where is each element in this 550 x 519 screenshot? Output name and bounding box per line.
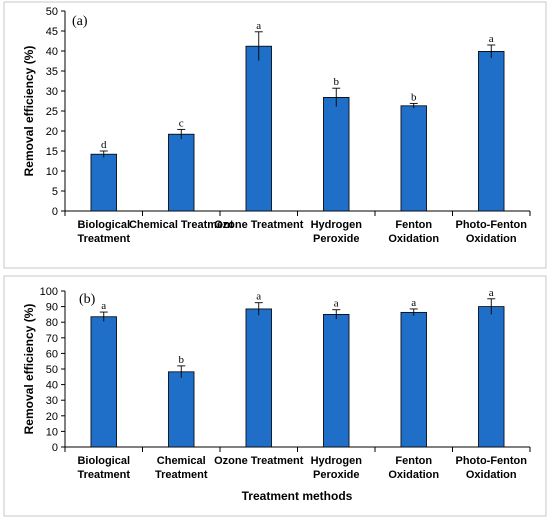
bar-b-2 [168, 371, 195, 448]
x-category-label: Ozone Treatment [214, 219, 304, 231]
x-category-label: Peroxide [313, 233, 359, 245]
panel-a: 0 5 10 15 20 25 30 35 40 45 50 Removal efficiency (… [22, 6, 531, 245]
significance-label: a [489, 287, 494, 299]
bar-b-6 [478, 306, 505, 448]
y-tick-label: 60 [46, 348, 58, 360]
y-tick-label: 20 [46, 411, 58, 423]
x-category-label: Oxidation [388, 233, 439, 245]
x-category-label: Chemical [157, 455, 206, 467]
bar-a-5 [400, 105, 427, 212]
significance-label: a [334, 298, 339, 310]
y-tick-label: 50 [46, 6, 58, 18]
significance-label: b [411, 91, 417, 103]
y-tick-label: 35 [46, 66, 58, 78]
x-category-label: Fenton [395, 455, 432, 467]
y-tick-label: 20 [46, 126, 58, 138]
significance-label: c [179, 117, 184, 129]
y-tick-label: 100 [40, 286, 58, 298]
significance-label: b [334, 76, 340, 88]
bar-a-6 [478, 51, 505, 212]
y-tick-label: 0 [52, 442, 58, 454]
x-category-label: Biological [77, 455, 130, 467]
x-category-label: Oxidation [466, 469, 517, 481]
significance-label: a [256, 291, 261, 303]
y-tick-label: 0 [52, 206, 58, 218]
significance-label: a [489, 33, 494, 45]
x-axis-title: Treatment methods [242, 489, 353, 503]
bar-a-4 [323, 97, 350, 212]
x-category-label: Biological [77, 219, 130, 231]
significance-label: a [101, 300, 106, 312]
x-category-label: Photo-Fenton [456, 219, 528, 231]
bar-b-4 [323, 313, 350, 448]
x-category-label: Ozone Treatment [214, 455, 304, 467]
panel-b: 0 10 20 30 40 50 60 70 80 90 100 Removal efficiency… [22, 286, 531, 481]
y-tick-label: 40 [46, 46, 58, 58]
y-tick-label: 90 [46, 302, 58, 314]
x-category-label: Treatment [155, 469, 208, 481]
x-category-label: Peroxide [313, 469, 359, 481]
bar-a-2 [168, 133, 195, 212]
x-category-label: Fenton [395, 219, 432, 231]
bar-b-3 [245, 308, 272, 448]
y-tick-label: 10 [46, 166, 58, 178]
y-tick-label: 30 [46, 86, 58, 98]
significance-label: d [101, 139, 107, 151]
x-category-label: Treatment [77, 233, 130, 245]
y-tick-label: 80 [46, 317, 58, 329]
x-category-label: Hydrogen [311, 455, 363, 467]
y-tick-label: 40 [46, 380, 58, 392]
bar-b-1 [90, 316, 117, 448]
panel-a-frame [3, 1, 547, 269]
y-tick-label: 5 [52, 186, 58, 198]
y-tick-label: 15 [46, 146, 58, 158]
y-axis-title: Removal efficiency (%) [22, 46, 36, 177]
x-category-label: Oxidation [388, 469, 439, 481]
significance-label: b [179, 354, 185, 366]
panel-label: (a) [72, 14, 88, 29]
bar-b-5 [400, 311, 427, 448]
panel-label: (b) [79, 292, 96, 307]
x-category-label: Photo-Fenton [456, 455, 528, 467]
y-tick-label: 25 [46, 106, 58, 118]
y-tick-label: 10 [46, 426, 58, 438]
significance-label: a [411, 297, 416, 309]
significance-label: a [256, 20, 261, 32]
bar-a-1 [90, 153, 117, 212]
x-category-label: Treatment [77, 469, 130, 481]
y-tick-label: 45 [46, 26, 58, 38]
bar-a-3 [245, 45, 272, 212]
x-category-label: Chemical Treatment [129, 219, 234, 231]
x-category-label: Hydrogen [311, 219, 363, 231]
y-axis-title: Removal efficiency (%) [22, 304, 36, 435]
y-tick-label: 30 [46, 395, 58, 407]
y-tick-label: 70 [46, 333, 58, 345]
y-tick-label: 50 [46, 364, 58, 376]
x-category-label: Oxidation [466, 233, 517, 245]
